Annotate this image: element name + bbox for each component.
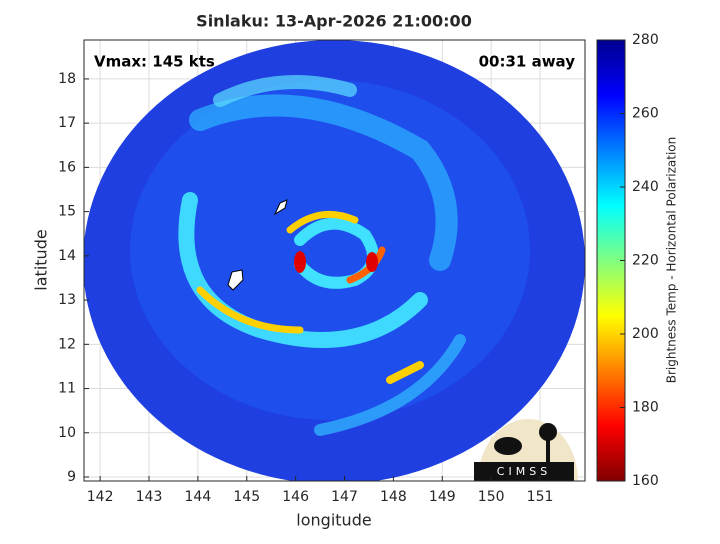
x-tick-label: 143 [136,489,163,505]
x-tick-label: 144 [185,489,212,505]
x-tick-label: 142 [87,489,114,505]
y-tick-label: 18 [58,71,76,87]
y-tick-label: 11 [58,381,76,397]
y-tick-label: 9 [67,469,76,485]
annotation: Vmax: 145 kts [94,53,215,71]
x-tick-label: 149 [429,489,456,505]
x-tick-label: 150 [478,489,505,505]
y-tick-label: 14 [58,248,76,264]
x-axis-label: longitude [296,511,371,530]
colorbar-tick-label: 200 [632,326,659,342]
x-tick-label: 148 [380,489,407,505]
colorbar-tick-label: 260 [632,106,659,122]
colorbar-tick-label: 240 [632,179,659,195]
logo-text: CIMSS [497,465,551,478]
logo: CIMSS [474,419,578,481]
y-tick-label: 12 [58,336,76,352]
chart-title: Sinlaku: 13-Apr-2026 21:00:00 [196,12,472,31]
y-tick-label: 17 [58,115,76,131]
x-tick-label: 146 [282,489,309,505]
y-axis-label: latitude [32,229,51,290]
y-tick-label: 15 [58,204,76,220]
colorbar-tick-label: 180 [632,400,659,416]
colorbar-tick-label: 280 [632,32,659,48]
colorbar-tick-label: 160 [632,473,659,489]
y-tick-label: 10 [58,425,76,441]
y-tick-label: 13 [58,292,76,308]
x-tick-label: 145 [233,489,260,505]
plot-frame [83,39,586,482]
storm-image [84,40,585,481]
colorbar-tick-label: 220 [632,253,659,269]
x-tick-label: 147 [331,489,358,505]
y-tick-label: 16 [58,159,76,175]
x-tick-label: 151 [527,489,554,505]
colorbar-label: Brightness Temp - Horizontal Polarizatio… [665,137,679,384]
annotation: 00:31 away [479,53,576,71]
